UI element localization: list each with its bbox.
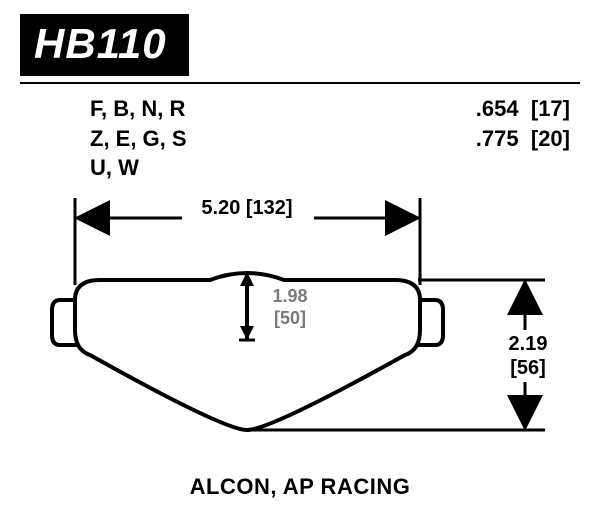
svg-text:1.98: 1.98 (272, 286, 307, 306)
svg-text:[50]: [50] (274, 308, 306, 328)
application-text: ALCON, AP RACING (190, 474, 411, 499)
svg-text:5.20 [132]: 5.20 [132] (201, 197, 292, 219)
svg-text:2.19: 2.19 (509, 333, 548, 355)
application-caption: ALCON, AP RACING (0, 474, 600, 500)
diagram-stage: HB110 F, B, N, R Z, E, G, S U, W .654 [1… (0, 0, 600, 518)
svg-text:[56]: [56] (510, 357, 546, 379)
pad-diagram: 5.20 [132] 1.98 [50] 2.19 [56] (0, 0, 600, 518)
